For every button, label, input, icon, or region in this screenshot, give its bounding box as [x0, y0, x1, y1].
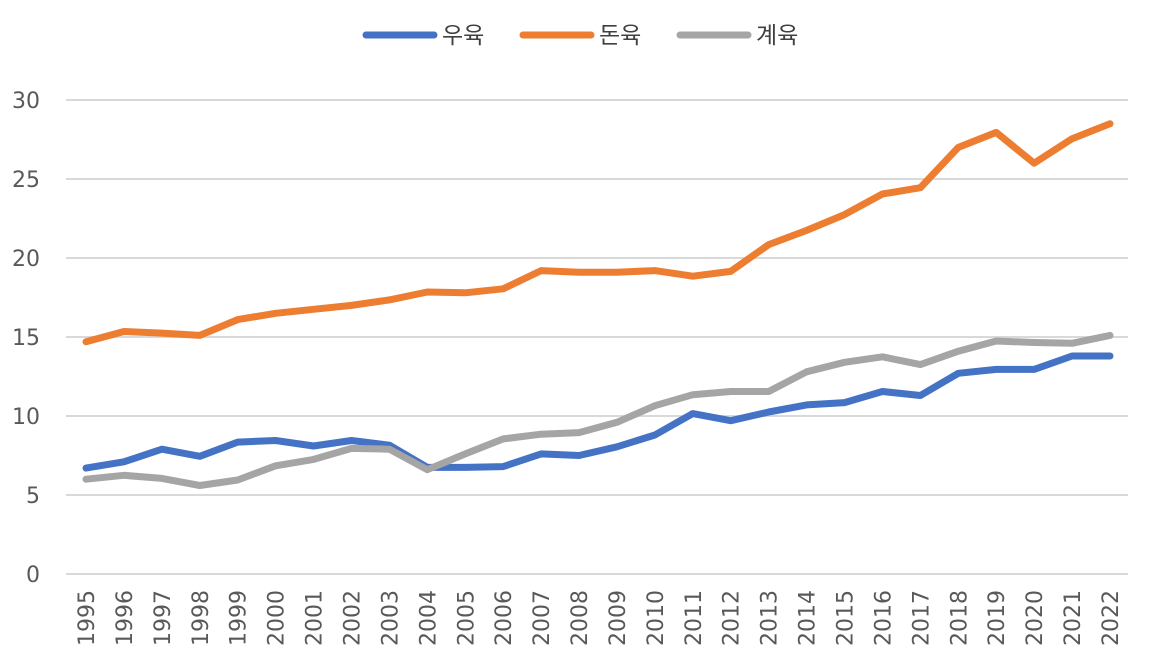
legend-label-2: 돈육	[599, 23, 641, 49]
x-tick-label: 2005	[454, 590, 479, 646]
x-tick-label: 2012	[720, 590, 745, 646]
x-tick-label: 2002	[340, 590, 365, 646]
series-line-3	[82, 331, 1114, 489]
x-tick-label: 2008	[568, 590, 593, 646]
x-tick-label: 2007	[530, 590, 555, 646]
x-tick-label: 2019	[985, 590, 1010, 646]
x-tick-label: 1998	[189, 590, 214, 646]
y-tick-label: 5	[26, 484, 40, 509]
y-tick-label: 20	[12, 247, 40, 272]
x-tick-label: 1996	[113, 590, 138, 646]
x-tick-label: 2021	[1061, 590, 1086, 646]
gridlines	[66, 99, 1128, 575]
x-tick-label: 1999	[227, 590, 252, 646]
x-tick-label: 2011	[682, 590, 707, 646]
x-tick-label: 2022	[1099, 590, 1124, 646]
series-lines	[82, 120, 1114, 489]
x-tick-label: 2018	[947, 590, 972, 646]
x-tick-label: 2014	[796, 590, 821, 646]
x-tick-label: 1995	[75, 590, 100, 646]
series-line-1	[82, 352, 1114, 472]
x-tick-label: 2001	[303, 590, 328, 646]
x-tick-label: 2010	[644, 590, 669, 646]
legend: 우육 돈육 계육	[362, 23, 798, 49]
y-axis: 0 5 10 15 20 25 30	[12, 89, 40, 588]
y-tick-label: 25	[12, 168, 40, 193]
x-tick-label: 2016	[871, 590, 896, 646]
x-tick-label: 2020	[1023, 590, 1048, 646]
x-tick-label: 2013	[758, 590, 783, 646]
y-tick-label: 10	[12, 405, 40, 430]
x-tick-label: 2006	[492, 590, 517, 646]
x-tick-label: 2009	[606, 590, 631, 646]
x-tick-label: 2003	[378, 590, 403, 646]
x-tick-label: 2015	[834, 590, 859, 646]
legend-label-1: 우육	[442, 23, 484, 49]
y-tick-label: 15	[12, 326, 40, 351]
x-tick-label: 2000	[265, 590, 290, 646]
y-tick-label: 30	[12, 89, 40, 114]
x-tick-label: 2017	[909, 590, 934, 646]
x-axis: 1995 1996 1997 1998 1999 2000 2001 2002 2003 2004…	[75, 590, 1124, 646]
x-tick-label: 2004	[416, 590, 441, 646]
series-line-2	[82, 120, 1114, 346]
y-tick-label: 0	[26, 563, 40, 588]
legend-label-3: 계육	[756, 23, 798, 49]
x-tick-label: 1997	[151, 590, 176, 646]
